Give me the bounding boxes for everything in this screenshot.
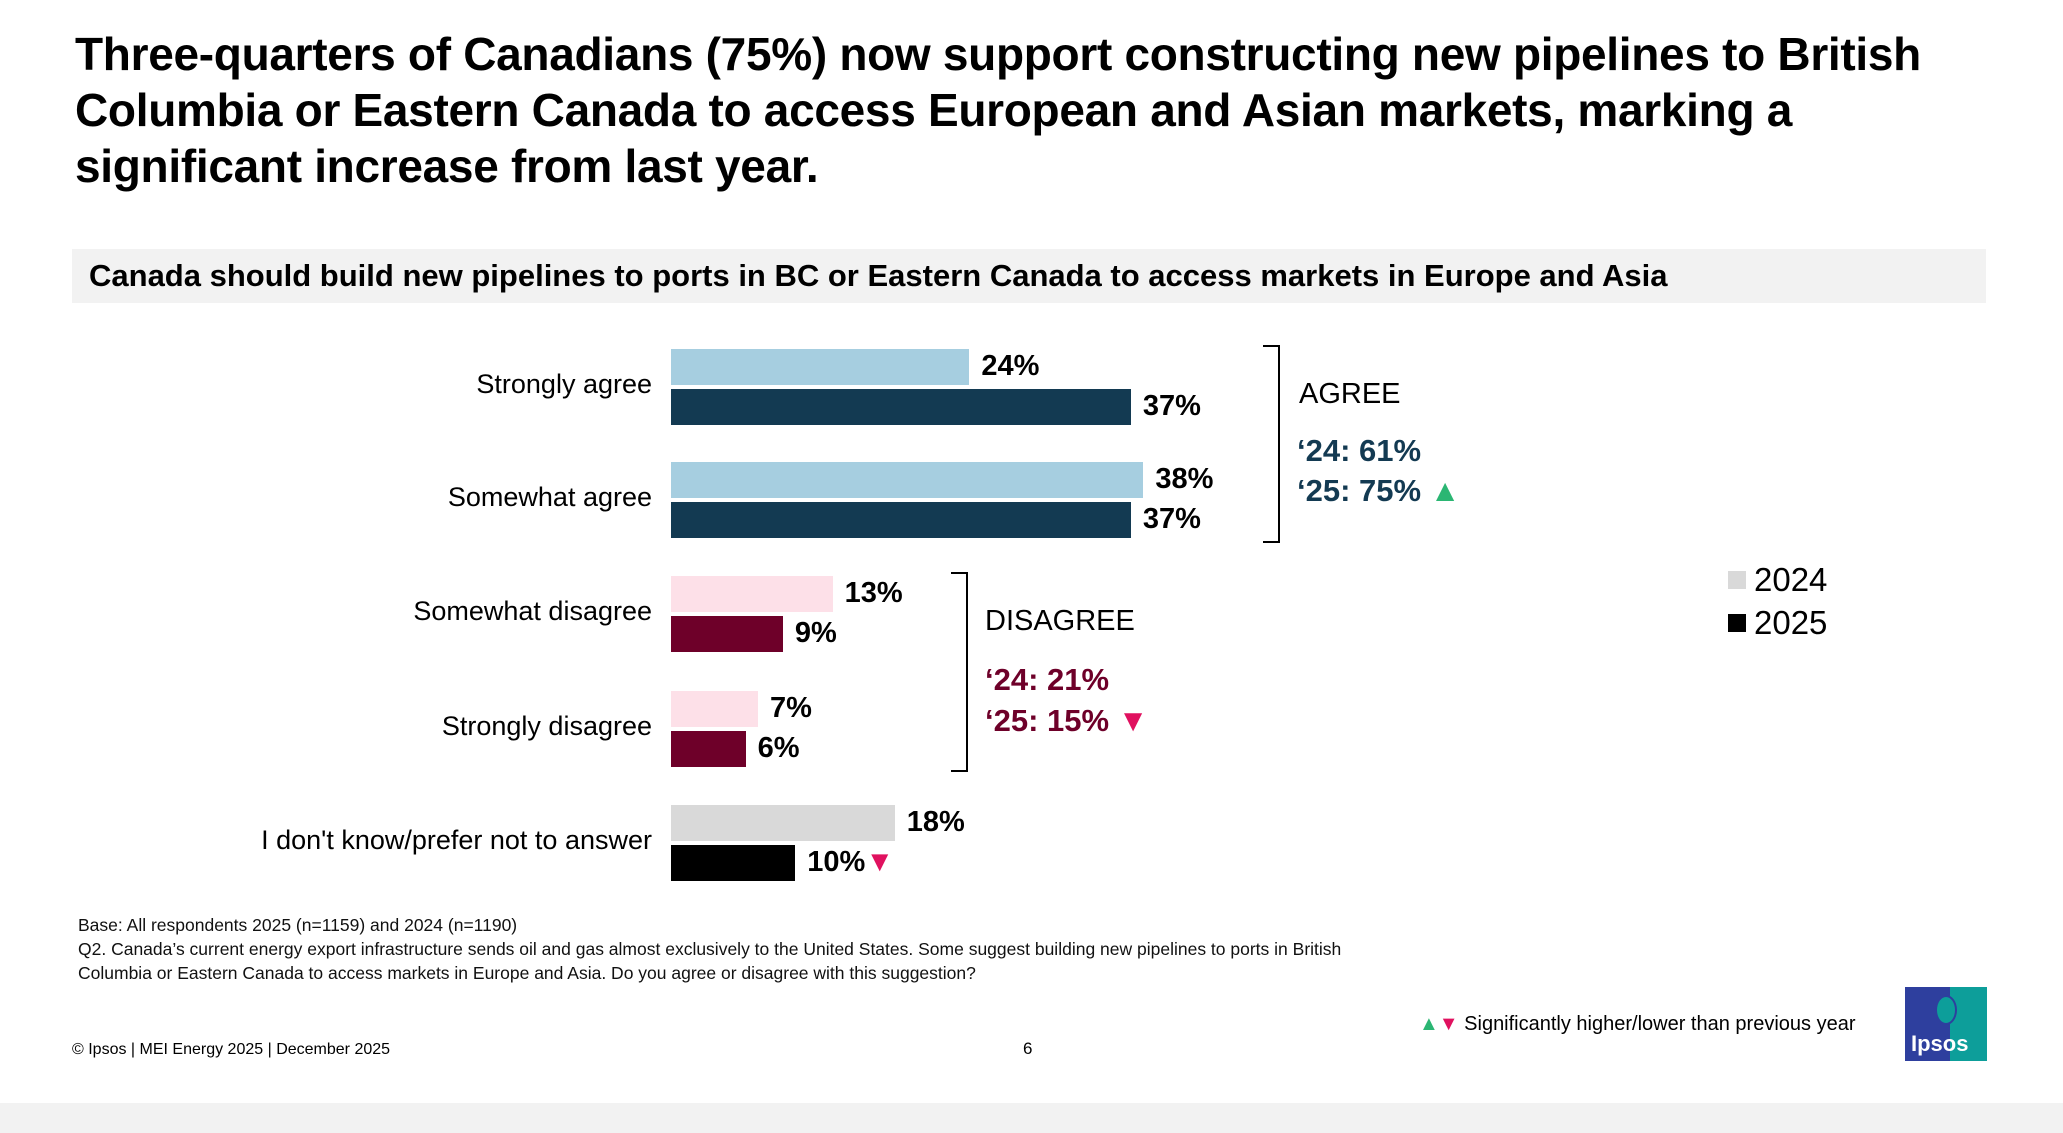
legend-label: 2025 <box>1754 604 1828 641</box>
agree-label: AGREE <box>1299 378 1401 410</box>
disagree-2025: ‘25: 15% <box>985 703 1110 738</box>
data-label-text: 37% <box>1142 503 1201 535</box>
significance-note: Significantly higher/lower than previous… <box>1464 1013 1856 1035</box>
chart-title: Canada should build new pipelines to por… <box>89 258 1668 293</box>
bar-2025 <box>671 731 746 767</box>
legend-swatch <box>1728 571 1746 589</box>
legend-item-2024: 2024 <box>1728 561 1827 599</box>
bar-2024 <box>671 691 758 727</box>
legend-item-2025: 2025 <box>1728 604 1827 642</box>
bar-2024 <box>671 576 833 612</box>
agree-2025-row: ‘25: 75% ▲ <box>1297 473 1460 509</box>
category-label: I don't know/prefer not to answer <box>261 825 652 855</box>
data-label-text: 9% <box>794 617 837 649</box>
category-label: Strongly disagree <box>441 711 652 741</box>
data-label: 9% <box>795 617 837 650</box>
agree-2025: ‘25: 75% <box>1297 473 1422 508</box>
data-label: 38% <box>1155 463 1213 496</box>
data-label-text: 18% <box>906 806 965 838</box>
data-label-text: 37% <box>1142 390 1201 422</box>
data-label-text: 13% <box>844 577 903 609</box>
data-label-text: 38% <box>1155 463 1214 495</box>
bar-2024 <box>671 462 1144 498</box>
chart-title-band <box>72 249 1986 303</box>
data-label: 24% <box>981 350 1039 383</box>
category-label: Somewhat disagree <box>413 596 652 626</box>
bottom-band <box>0 1103 2063 1133</box>
triangle-down-icon: ▼ <box>1438 1013 1459 1035</box>
data-label: 6% <box>758 732 800 765</box>
page-title: Three-quarters of Canadians (75%) now su… <box>75 28 1921 192</box>
bar-2024 <box>671 349 970 385</box>
data-label: 18% <box>907 806 965 839</box>
significance-legend: ▲▼ Significantly higher/lower than previ… <box>1419 1013 1855 1036</box>
triangle-down-icon: ▼ <box>865 846 895 878</box>
bar-2025 <box>671 389 1131 425</box>
disagree-2024: ‘24: 21% <box>985 662 1110 697</box>
data-label-text: 7% <box>770 692 812 724</box>
bar-2024 <box>671 805 895 841</box>
triangle-up-icon: ▲ <box>1419 1013 1439 1035</box>
page-number: 6 <box>1023 1039 1033 1058</box>
disagree-label: DISAGREE <box>985 605 1135 637</box>
category-label: Somewhat agree <box>447 482 652 512</box>
agree-bracket <box>1263 345 1280 543</box>
copyright: © Ipsos | MEI Energy 2025 | December 202… <box>72 1041 391 1058</box>
question-note-2: Columbia or Eastern Canada to access mar… <box>78 963 976 983</box>
legend-swatch <box>1728 614 1746 632</box>
data-label: 37% <box>1143 390 1201 423</box>
ipsos-logo: Ipsos <box>1905 987 1987 1061</box>
logo-text: Ipsos <box>1911 1031 1969 1056</box>
agree-2024: ‘24: 61% <box>1297 433 1422 468</box>
triangle-up-icon: ▲ <box>1421 473 1461 508</box>
data-label-text: 6% <box>757 732 800 764</box>
data-label: 13% <box>845 577 903 610</box>
data-label: 37% <box>1143 503 1201 536</box>
triangle-down-icon: ▼ <box>1109 703 1149 738</box>
question-note: Q2. Canada’s current energy export infra… <box>78 939 1342 959</box>
data-label-text: 10% <box>807 846 866 878</box>
bar-2025 <box>671 616 783 652</box>
bar-2025 <box>671 502 1131 538</box>
disagree-bracket <box>951 572 968 772</box>
disagree-2025-row: ‘25: 15% ▼ <box>985 703 1148 739</box>
data-label-text: 24% <box>981 350 1040 382</box>
data-label: 10%▼ <box>807 846 894 879</box>
category-label: Strongly agree <box>476 369 652 399</box>
legend-label: 2024 <box>1754 561 1828 598</box>
base-note: Base: All respondents 2025 (n=1159) and … <box>78 915 518 935</box>
bar-2025 <box>671 845 796 881</box>
data-label: 7% <box>770 692 812 725</box>
